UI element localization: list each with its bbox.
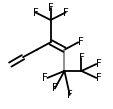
Text: F: F [95,59,101,69]
Text: F: F [47,3,53,13]
Text: F: F [78,37,83,47]
Text: F: F [95,73,101,83]
Text: F: F [78,53,84,63]
Text: F: F [52,83,57,94]
Text: F: F [66,90,72,100]
Text: F: F [41,73,47,83]
Text: F: F [33,8,38,18]
Text: F: F [62,8,68,18]
